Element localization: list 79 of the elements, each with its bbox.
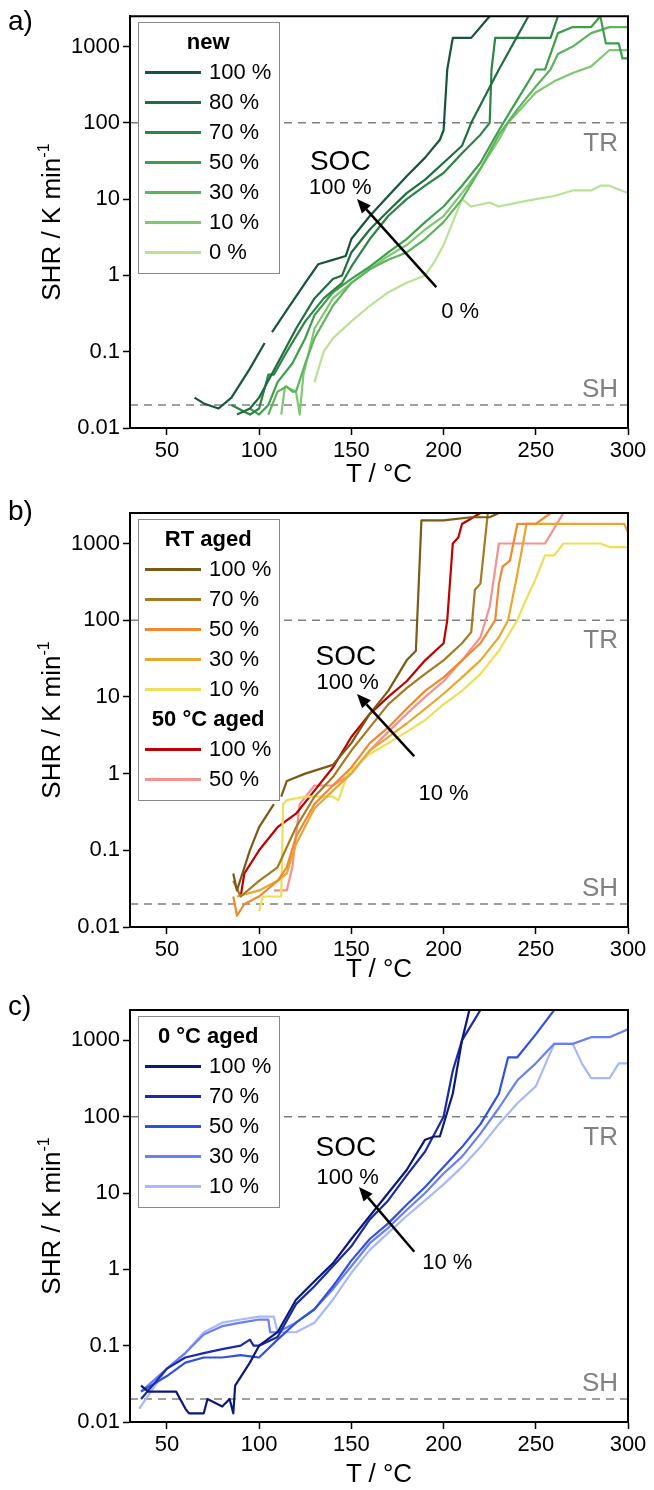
legend-label: 70 % xyxy=(209,118,260,147)
y-tick-label: 0.01 xyxy=(77,1408,120,1434)
annotation: 10 % xyxy=(418,779,469,805)
y-tick-label: 10 xyxy=(95,682,120,708)
y-tick-label: 1 xyxy=(107,759,120,785)
legend-label: 70 % xyxy=(209,1082,260,1110)
legend-label: 70 % xyxy=(209,585,260,613)
y-tick-label: 0.1 xyxy=(89,1331,120,1357)
x-tick-label: 250 xyxy=(517,1431,555,1457)
y-tick-label: 0.01 xyxy=(77,414,120,440)
y-tick-label: 1 xyxy=(107,261,120,287)
ref-line-label: SH xyxy=(581,1367,618,1398)
ref-line-label: SH xyxy=(581,872,618,903)
legend-label: 100 % xyxy=(209,58,272,87)
legend-label: 50 % xyxy=(209,1112,260,1140)
y-tick-label: 1000 xyxy=(71,32,120,58)
annotation: 100 % xyxy=(309,174,372,200)
legend-label: 30 % xyxy=(209,178,260,207)
y-tick-label: 0.1 xyxy=(89,337,120,363)
legend-label: 100 % xyxy=(209,1052,272,1080)
y-tick-label: 100 xyxy=(83,1102,120,1128)
y-tick-label: 100 xyxy=(83,606,120,632)
y-tick-label: 10 xyxy=(95,185,120,211)
legend-label: 10 % xyxy=(209,1172,260,1200)
x-tick-label: 200 xyxy=(425,1431,462,1457)
annotation: 10 % xyxy=(422,1249,473,1275)
x-tick-label: 100 xyxy=(240,437,278,463)
y-tick-label: 10 xyxy=(95,1179,120,1205)
y-tick-label: 1 xyxy=(107,1255,120,1281)
x-tick-label: 100 xyxy=(240,1431,278,1457)
legend-label: 0 % xyxy=(209,238,247,267)
legend-title: new xyxy=(185,28,231,57)
legend-label: 100 % xyxy=(209,555,272,583)
x-tick-label: 50 xyxy=(154,437,180,463)
annotation: 50 °C aged xyxy=(150,705,266,733)
x-tick-label: 200 xyxy=(425,437,462,463)
x-tick-label: 300 xyxy=(609,1431,647,1457)
legend-label: 100 % xyxy=(209,735,272,763)
x-tick-label: 50 xyxy=(154,936,180,962)
annotation: 0 % xyxy=(441,298,480,324)
annotation: SOC xyxy=(315,639,377,671)
y-tick-label: 0.1 xyxy=(89,836,120,862)
legend-label: 50 % xyxy=(209,148,260,177)
x-tick-label: 50 xyxy=(154,1431,180,1457)
x-tick-label: 250 xyxy=(517,437,555,463)
y-tick-label: 1000 xyxy=(71,1026,120,1052)
x-axis-title: T / °C xyxy=(345,1457,413,1488)
annotation: 100 % xyxy=(316,669,379,695)
y-axis-title: SHR / K min-1 xyxy=(35,641,66,799)
ref-line-label: TR xyxy=(583,624,618,655)
annotation: SOC xyxy=(309,145,371,177)
legend-title: RT aged xyxy=(163,525,253,553)
x-tick-label: 300 xyxy=(609,936,647,962)
legend-label: 80 % xyxy=(209,88,260,117)
legend-label: 10 % xyxy=(209,208,260,237)
chart-title: c) xyxy=(8,989,32,1021)
legend-title: 0 °C aged xyxy=(156,1022,260,1050)
chart-title: a) xyxy=(8,4,33,36)
x-tick-label: 250 xyxy=(517,936,555,962)
y-axis-title: SHR / K min-1 xyxy=(35,1137,66,1295)
ref-line-label: TR xyxy=(583,1120,618,1151)
legend-label: 50 % xyxy=(209,615,260,643)
x-tick-label: 200 xyxy=(425,936,462,962)
legend-label: 30 % xyxy=(209,645,260,673)
x-tick-label: 150 xyxy=(332,1431,370,1457)
legend-label: 50 % xyxy=(209,765,260,793)
ref-line-label: SH xyxy=(581,373,618,404)
legend-label: 30 % xyxy=(209,1142,260,1170)
x-tick-label: 100 xyxy=(240,936,278,962)
x-tick-label: 300 xyxy=(609,437,647,463)
y-tick-label: 1000 xyxy=(71,529,120,555)
ref-line-label: TR xyxy=(583,127,618,158)
y-tick-label: 0.01 xyxy=(77,913,120,939)
annotation: 100 % xyxy=(316,1163,379,1189)
y-tick-label: 100 xyxy=(83,108,120,134)
legend-label: 10 % xyxy=(209,675,260,703)
y-axis-title: SHR / K min-1 xyxy=(35,143,66,301)
chart-title: b) xyxy=(8,494,33,526)
annotation: SOC xyxy=(315,1131,377,1163)
